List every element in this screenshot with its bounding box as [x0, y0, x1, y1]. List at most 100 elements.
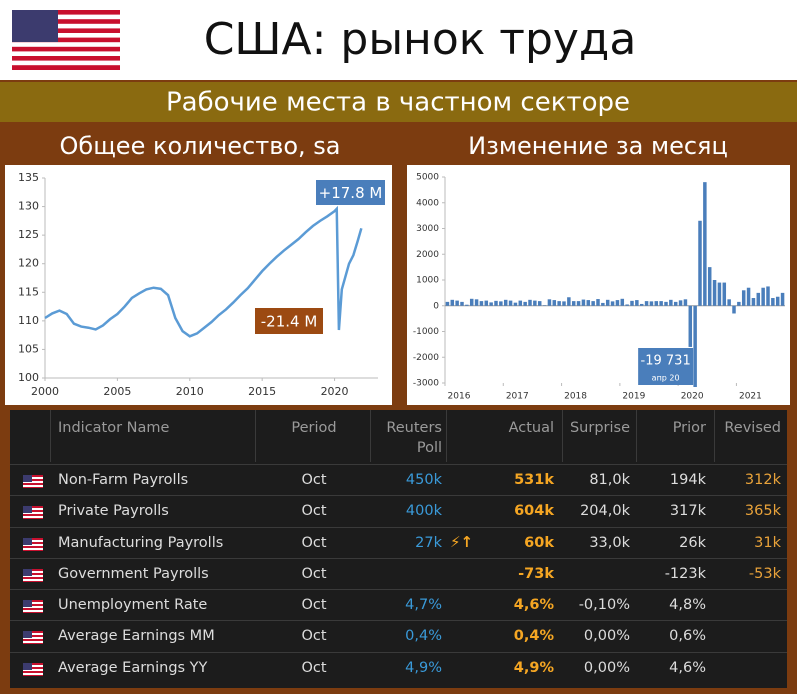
bar — [513, 302, 518, 306]
chart-title: Изменение за месяц — [468, 132, 728, 160]
bar — [479, 301, 484, 306]
bar — [644, 301, 649, 306]
bar — [533, 300, 537, 306]
bar — [654, 301, 659, 306]
y-tick-label: 135 — [18, 171, 39, 184]
table-cell: 81,0k — [589, 472, 630, 488]
annotation-box — [316, 180, 385, 205]
table-cell: 4,6% — [669, 660, 706, 676]
bar — [751, 298, 756, 306]
chart-title: Общее количество, sa — [60, 132, 341, 160]
infographic: США: рынок труда Рабочие места в частном… — [0, 0, 797, 405]
y-tick-label: 4000 — [416, 198, 439, 208]
y-tick-label: 105 — [18, 342, 39, 355]
flag-icon — [23, 475, 43, 488]
y-tick-label: 120 — [18, 257, 39, 270]
y-tick-label: 3000 — [416, 224, 439, 234]
subtitle-band — [0, 82, 797, 122]
separator — [636, 410, 637, 462]
bar — [780, 292, 785, 306]
title: США: рынок труда — [204, 14, 637, 65]
column-header: Revised — [724, 420, 781, 436]
table-cell: 0,4% — [513, 628, 554, 644]
bar — [630, 300, 634, 306]
separator — [10, 620, 787, 621]
y-tick-label: -2000 — [413, 353, 439, 363]
table-cell: 194k — [669, 472, 706, 488]
bar — [649, 301, 654, 306]
table-cell: Oct — [301, 566, 327, 582]
separator — [714, 410, 715, 462]
separator — [10, 527, 787, 528]
table-cell: 4,9% — [405, 660, 442, 676]
y-tick-label: 115 — [18, 285, 39, 298]
table-cell: -0,10% — [578, 597, 630, 613]
table-cell: 33,0k — [589, 535, 630, 551]
bar — [761, 287, 765, 306]
bar — [450, 299, 455, 306]
bar — [445, 301, 450, 306]
y-tick-label: 0 — [433, 301, 439, 311]
bar — [678, 300, 683, 306]
bar — [567, 297, 571, 306]
table-cell: 604k — [514, 503, 554, 519]
table-cell: Manufacturing Payrolls — [58, 535, 224, 551]
table-cell: -73k — [518, 566, 554, 582]
separator — [446, 410, 447, 462]
table-cell: 0,4% — [405, 628, 442, 644]
table-cell: 4,9% — [513, 660, 554, 676]
bar — [465, 304, 469, 306]
flag-icon — [23, 631, 43, 644]
table-cell: 450k — [405, 472, 442, 488]
table-cell: 4,8% — [669, 597, 706, 613]
bar — [547, 299, 552, 306]
bar — [581, 299, 586, 306]
bar — [605, 299, 610, 306]
bar — [552, 300, 557, 306]
separator — [562, 410, 563, 462]
table-cell: Non-Farm Payrolls — [58, 472, 189, 488]
bar — [712, 280, 717, 306]
table-cell: 531k — [514, 472, 554, 488]
x-tick-label: 2000 — [31, 385, 59, 398]
line — [44, 205, 363, 338]
x-tick-label: 2016 — [448, 392, 471, 402]
bar — [673, 301, 678, 306]
table-cell: 317k — [669, 503, 706, 519]
x-tick-label: 2019 — [622, 392, 645, 402]
annotation: апр 20 — [652, 374, 680, 383]
y-tick-label: 125 — [18, 228, 39, 241]
bar — [518, 300, 523, 306]
flag-icon — [23, 663, 43, 676]
table-cell: 4,6% — [513, 597, 554, 613]
table-cell: Private Payrolls — [58, 503, 169, 519]
separator — [50, 410, 51, 462]
bar — [586, 300, 591, 306]
table-cell: 4,7% — [405, 597, 442, 613]
table-cell: 365k — [744, 503, 781, 519]
bar — [576, 301, 581, 306]
annotation-box — [638, 348, 694, 385]
bar — [484, 300, 489, 306]
bar — [625, 304, 629, 306]
bar — [503, 299, 508, 306]
y-tick-label: 2000 — [416, 250, 439, 260]
bar — [727, 299, 731, 306]
y-tick-label: 1000 — [416, 276, 439, 286]
x-tick-label: 2005 — [103, 385, 131, 398]
table-cell: 312k — [744, 472, 781, 488]
y-tick-label: -1000 — [413, 327, 439, 337]
table-cell: 0,00% — [583, 628, 630, 644]
separator — [10, 558, 787, 559]
annotation: +17.8 M — [319, 184, 383, 202]
separator — [10, 652, 787, 653]
bar — [693, 305, 697, 387]
table-cell: Government Payrolls — [58, 566, 209, 582]
bar — [610, 301, 615, 306]
bar — [746, 287, 751, 306]
bar — [664, 301, 668, 306]
separator — [10, 495, 787, 496]
table-cell: 31k — [754, 535, 781, 551]
bar — [639, 303, 644, 306]
table-cell: Oct — [301, 597, 327, 613]
